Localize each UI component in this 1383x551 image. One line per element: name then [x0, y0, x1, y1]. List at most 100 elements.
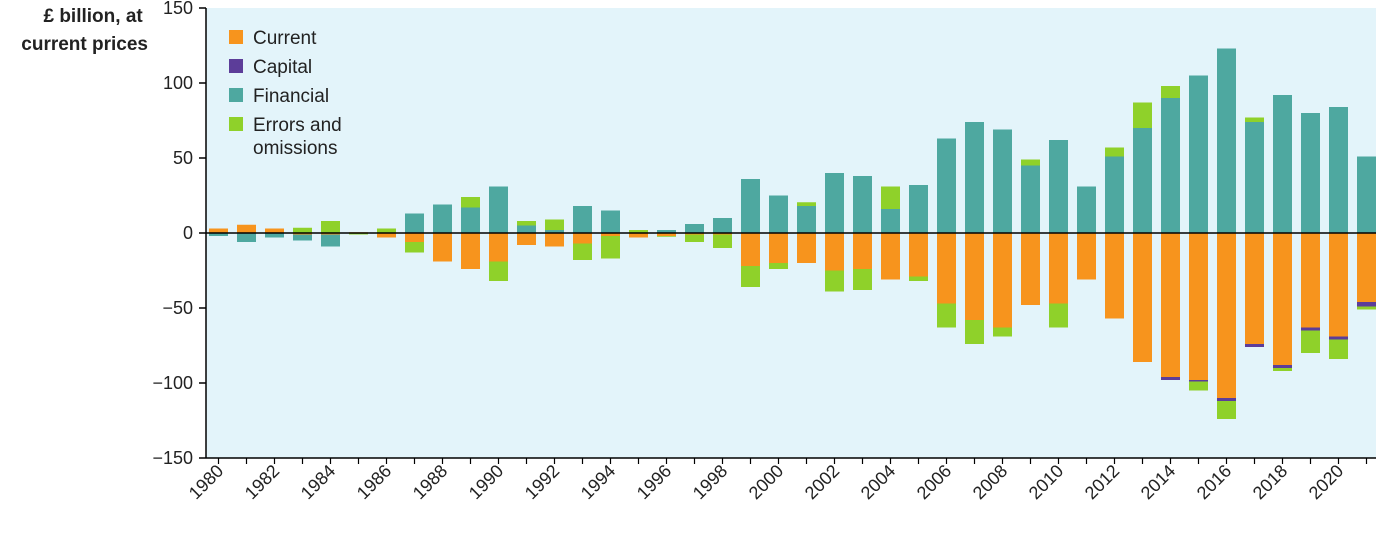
bar-current-2012 [1105, 233, 1124, 319]
bar-financial-1998 [713, 218, 732, 233]
bar-current-2010 [1049, 233, 1068, 304]
bar-current-2009 [1021, 233, 1040, 305]
bar-errors-and-omissions-1991 [517, 221, 536, 226]
bar-financial-2013 [1133, 128, 1152, 233]
bar-current-1981 [237, 224, 256, 233]
x-tick-label-2010: 2010 [1025, 461, 1067, 503]
bar-financial-2002 [825, 173, 844, 233]
x-tick-label-2014: 2014 [1137, 461, 1179, 503]
bars-group [209, 48, 1376, 419]
bar-financial-2015 [1189, 75, 1208, 233]
x-tick-label-2016: 2016 [1193, 461, 1235, 503]
bar-errors-and-omissions-1986 [377, 228, 396, 233]
bar-financial-2003 [853, 176, 872, 233]
bar-current-2018 [1273, 233, 1292, 365]
bar-errors-and-omissions-2001 [797, 202, 816, 206]
bar-errors-and-omissions-1997 [685, 234, 704, 242]
bar-current-1999 [741, 233, 760, 266]
y-axis: −150 −100 −50 0 50 100 150 [152, 0, 207, 468]
bar-current-2007 [965, 233, 984, 320]
bar-financial-1982 [265, 233, 284, 238]
y-axis-title-line-1: £ billion, at [43, 6, 143, 27]
bar-errors-and-omissions-1995 [629, 230, 648, 233]
bar-current-1980 [209, 228, 228, 233]
y-tick-label-50: 50 [173, 148, 193, 168]
bar-errors-and-omissions-2003 [853, 269, 872, 290]
bar-current-2002 [825, 233, 844, 271]
bar-current-2017 [1245, 233, 1264, 344]
x-tick-label-1986: 1986 [353, 461, 395, 503]
bar-errors-and-omissions-1998 [713, 234, 732, 248]
bar-errors-and-omissions-1999 [741, 266, 760, 287]
bar-financial-1983 [293, 234, 312, 241]
bar-current-1982 [265, 228, 284, 233]
bar-errors-and-omissions-2002 [825, 270, 844, 292]
x-tick-label-2000: 2000 [745, 461, 787, 503]
bar-current-2016 [1217, 233, 1236, 398]
legend-swatch-financial [229, 88, 243, 102]
bar-financial-2011 [1077, 186, 1096, 233]
bar-current-1994 [601, 233, 620, 236]
bar-financial-2016 [1217, 48, 1236, 233]
y-tick-label-0: 0 [183, 223, 193, 243]
bar-financial-1996 [657, 230, 676, 233]
bar-financial-2009 [1021, 165, 1040, 233]
bar-errors-and-omissions-1992 [545, 219, 564, 230]
bar-errors-and-omissions-2009 [1021, 159, 1040, 166]
x-tick-label-1982: 1982 [241, 461, 283, 503]
bar-financial-1980 [209, 233, 228, 236]
bar-current-1989 [461, 233, 480, 269]
bar-errors-and-omissions-2021 [1357, 306, 1376, 310]
x-tick-label-2006: 2006 [913, 461, 955, 503]
x-tick-label-1984: 1984 [297, 461, 339, 503]
bar-financial-2012 [1105, 156, 1124, 233]
bar-financial-2004 [881, 209, 900, 233]
bar-financial-2019 [1301, 113, 1320, 233]
y-tick-label-100: 100 [163, 73, 193, 93]
bar-errors-and-omissions-2016 [1217, 401, 1236, 419]
legend-label-errors-and-omissions-line-2: omissions [253, 138, 337, 159]
bar-current-2021 [1357, 233, 1376, 302]
bar-capital-2015 [1189, 380, 1208, 382]
legend-swatch-capital [229, 59, 243, 73]
bar-capital-2019 [1301, 327, 1320, 331]
bar-current-1991 [517, 233, 536, 245]
bar-errors-and-omissions-1996 [657, 236, 676, 237]
bar-errors-and-omissions-2018 [1273, 368, 1292, 371]
legend-swatch-current [229, 30, 243, 44]
x-tick-label-1990: 1990 [465, 461, 507, 503]
x-tick-label-1992: 1992 [521, 461, 563, 503]
legend-label-current: Current [253, 28, 317, 49]
x-tick-label-1988: 1988 [409, 461, 451, 503]
bar-errors-and-omissions-2008 [993, 327, 1012, 337]
bar-financial-1999 [741, 179, 760, 233]
bar-financial-2020 [1329, 107, 1348, 233]
x-tick-label-2002: 2002 [801, 461, 843, 503]
bar-capital-2018 [1273, 365, 1292, 368]
bar-errors-and-omissions-1990 [489, 261, 508, 281]
bar-current-2003 [853, 233, 872, 269]
x-tick-label-2008: 2008 [969, 461, 1011, 503]
y-tick-label--50: −50 [162, 298, 193, 318]
bar-financial-1994 [601, 210, 620, 233]
bar-errors-and-omissions-1983 [293, 227, 312, 233]
bar-financial-1990 [489, 186, 508, 233]
bar-financial-2005 [909, 185, 928, 233]
bar-capital-2016 [1217, 398, 1236, 401]
bar-errors-and-omissions-1984 [321, 221, 340, 233]
bar-financial-2006 [937, 138, 956, 233]
bar-financial-2010 [1049, 140, 1068, 233]
bar-financial-1981 [237, 233, 256, 242]
y-tick-label--100: −100 [152, 373, 193, 393]
bar-current-2011 [1077, 233, 1096, 280]
bar-capital-2021 [1357, 302, 1376, 307]
bar-current-2001 [797, 233, 816, 263]
bar-financial-1992 [545, 230, 564, 233]
bar-errors-and-omissions-1989 [461, 197, 480, 208]
bar-errors-and-omissions-2007 [965, 320, 984, 344]
bar-current-1990 [489, 233, 508, 262]
bar-financial-1989 [461, 207, 480, 233]
bar-current-1992 [545, 233, 564, 247]
legend-label-errors-and-omissions: Errors and [253, 115, 342, 136]
bar-errors-and-omissions-2015 [1189, 381, 1208, 391]
